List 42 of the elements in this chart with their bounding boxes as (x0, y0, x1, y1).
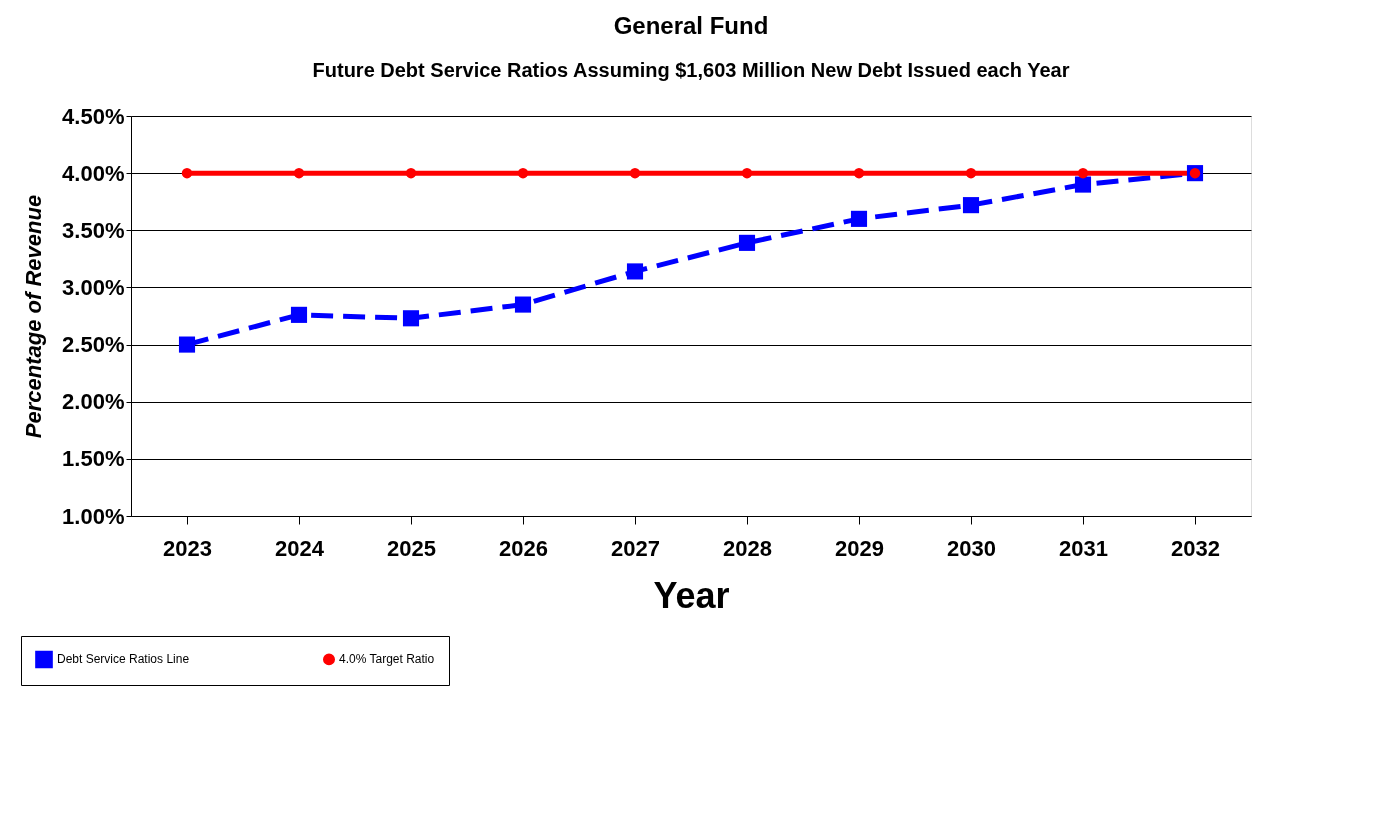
y-tick-label: 4.50% (62, 103, 125, 129)
x-tick-label: 2027 (611, 535, 660, 561)
point (402, 310, 420, 327)
point (965, 167, 977, 179)
y-tick-label: 2.50% (62, 332, 125, 358)
point (626, 263, 644, 280)
point (517, 167, 529, 179)
x-tick-label: 2032 (1171, 535, 1220, 561)
point (1074, 176, 1092, 193)
point (514, 296, 532, 313)
point (293, 167, 305, 179)
point (738, 234, 756, 251)
x-tick-label: 2031 (1059, 535, 1108, 561)
y-tick-label: 3.50% (62, 217, 125, 243)
y-tick-label: 1.50% (62, 446, 125, 472)
point (290, 306, 308, 323)
y-tick-label: 4.00% (62, 160, 125, 186)
point (741, 167, 753, 179)
x-tick-label: 2024 (275, 535, 325, 561)
point (181, 167, 193, 179)
y-tick-label: 1.00% (62, 503, 125, 529)
point (853, 167, 865, 179)
x-tick-label: 2030 (947, 535, 996, 561)
point (178, 336, 196, 353)
point (629, 167, 641, 179)
y-axis-title: Percentage of Revenue (21, 194, 47, 439)
x-tick-label: 2026 (499, 535, 548, 561)
legend-label: Debt Service Ratios Line (57, 652, 190, 667)
legend-label: 4.0% Target Ratio (339, 652, 435, 667)
point (850, 210, 868, 227)
point (962, 197, 980, 214)
y-tick-label: 3.00% (62, 274, 125, 300)
point (1077, 167, 1089, 179)
y-tick-label: 2.00% (62, 389, 125, 415)
x-tick-label: 2029 (835, 535, 884, 561)
x-tick-label: 2023 (163, 535, 212, 561)
point (405, 167, 417, 179)
x-axis-title: Year (653, 574, 730, 616)
x-tick-label: 2025 (387, 535, 436, 561)
x-tick-label: 2028 (723, 535, 772, 561)
chart-title: General Fund (613, 12, 769, 39)
chart-subtitle: Future Debt Service Ratios Assuming $1,603 Million New Debt Issued each Year (312, 59, 1070, 81)
